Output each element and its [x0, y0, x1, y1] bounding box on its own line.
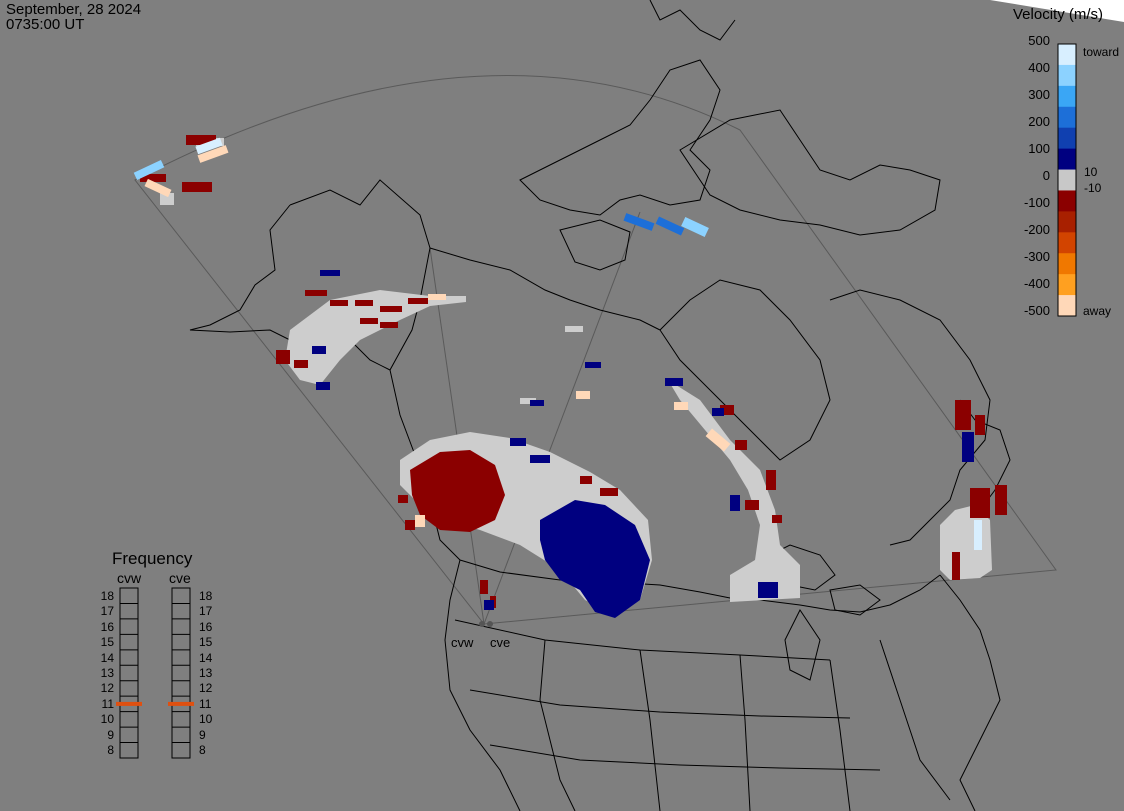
freq-label-left: 16	[100, 619, 114, 634]
site-label-cve: cve	[490, 635, 511, 650]
colorbar-tick: 400	[1028, 60, 1050, 75]
colorbar-segment	[1058, 148, 1076, 171]
colorbar-segment	[1058, 190, 1076, 212]
tag-neg10: -10	[1084, 181, 1102, 195]
toward-label: toward	[1083, 45, 1120, 59]
freq-label-left: 11	[101, 696, 114, 711]
freq-label-left: 8	[107, 743, 114, 758]
velocity-toward	[312, 270, 974, 618]
freq-label-left: 17	[100, 604, 114, 619]
freq-label-right: 14	[199, 650, 213, 665]
freq-box-cve	[171, 587, 191, 759]
freq-label-right: 17	[199, 604, 213, 619]
velocity-colorbar	[1058, 44, 1076, 317]
velocity-away	[140, 135, 1007, 608]
colorbar-tick: 200	[1028, 114, 1050, 129]
colorbar-tick: 0	[1042, 168, 1050, 183]
freq-label-right: 10	[199, 712, 213, 727]
freq-box-cvw	[119, 587, 139, 759]
freq-label-left: 14	[100, 650, 114, 665]
colorbar-segment	[1058, 253, 1076, 275]
radar-name-cvw: cvw	[117, 570, 142, 586]
radar-name-cve: cve	[169, 570, 191, 586]
velocity-fast-toward	[133, 137, 982, 550]
colorbar-tick: -300	[1023, 249, 1050, 264]
freq-marker-cve	[168, 701, 194, 706]
frequency-title: Frequency	[112, 549, 193, 568]
velocity-fast-away	[144, 145, 731, 527]
away-label: away	[1083, 304, 1112, 318]
freq-label-right: 15	[199, 635, 213, 650]
freq-label-left: 15	[100, 635, 114, 650]
colorbar-segment	[1058, 64, 1076, 87]
freq-label-left: 10	[100, 712, 114, 727]
colorbar-tick: 100	[1028, 141, 1050, 156]
colorbar-tick: -500	[1023, 303, 1050, 318]
colorbar-tick: 300	[1028, 87, 1050, 102]
freq-label-left: 9	[107, 727, 114, 742]
colorbar-segment	[1058, 274, 1076, 296]
map-outlines	[189, 0, 1011, 811]
freq-label-right: 11	[199, 696, 212, 711]
colorbar-segment	[1058, 44, 1076, 66]
freq-label-right: 18	[199, 588, 213, 603]
colorbar-segment	[1058, 127, 1076, 150]
colorbar-tick: -100	[1023, 195, 1050, 210]
freq-label-left: 13	[100, 666, 114, 680]
freq-label-right: 12	[199, 681, 213, 696]
freq-label-right: 16	[199, 619, 213, 634]
colorbar-segment	[1058, 295, 1076, 317]
colorbar-segment	[1058, 232, 1076, 254]
colorbar-segment	[1058, 85, 1076, 108]
freq-marker-cvw	[116, 701, 142, 706]
colorbar-segment	[1058, 106, 1076, 129]
colorbar-segment	[1058, 169, 1076, 191]
colorbar-tick: -400	[1023, 276, 1050, 291]
time-label: 0735:00 UT	[6, 16, 85, 33]
freq-label-right: 13	[199, 666, 213, 680]
colorbar-tick: 500	[1028, 33, 1050, 48]
colorbar-segment	[1058, 211, 1076, 233]
tag-10: 10	[1084, 165, 1098, 179]
colorbar-title: Velocity (m/s)	[1013, 6, 1104, 23]
colorbar-frame	[1057, 43, 1077, 317]
map-corner	[990, 0, 1124, 22]
freq-label-right: 8	[199, 743, 206, 758]
site-label-cvw: cvw	[451, 635, 474, 650]
radar-sites	[479, 621, 493, 627]
freq-label-left: 18	[100, 588, 114, 603]
colorbar-tick: -200	[1023, 222, 1050, 237]
freq-label-left: 12	[100, 681, 114, 696]
freq-label-right: 9	[199, 727, 206, 742]
freq-grid	[120, 602, 190, 744]
date-label: September, 28 2024	[6, 1, 142, 18]
